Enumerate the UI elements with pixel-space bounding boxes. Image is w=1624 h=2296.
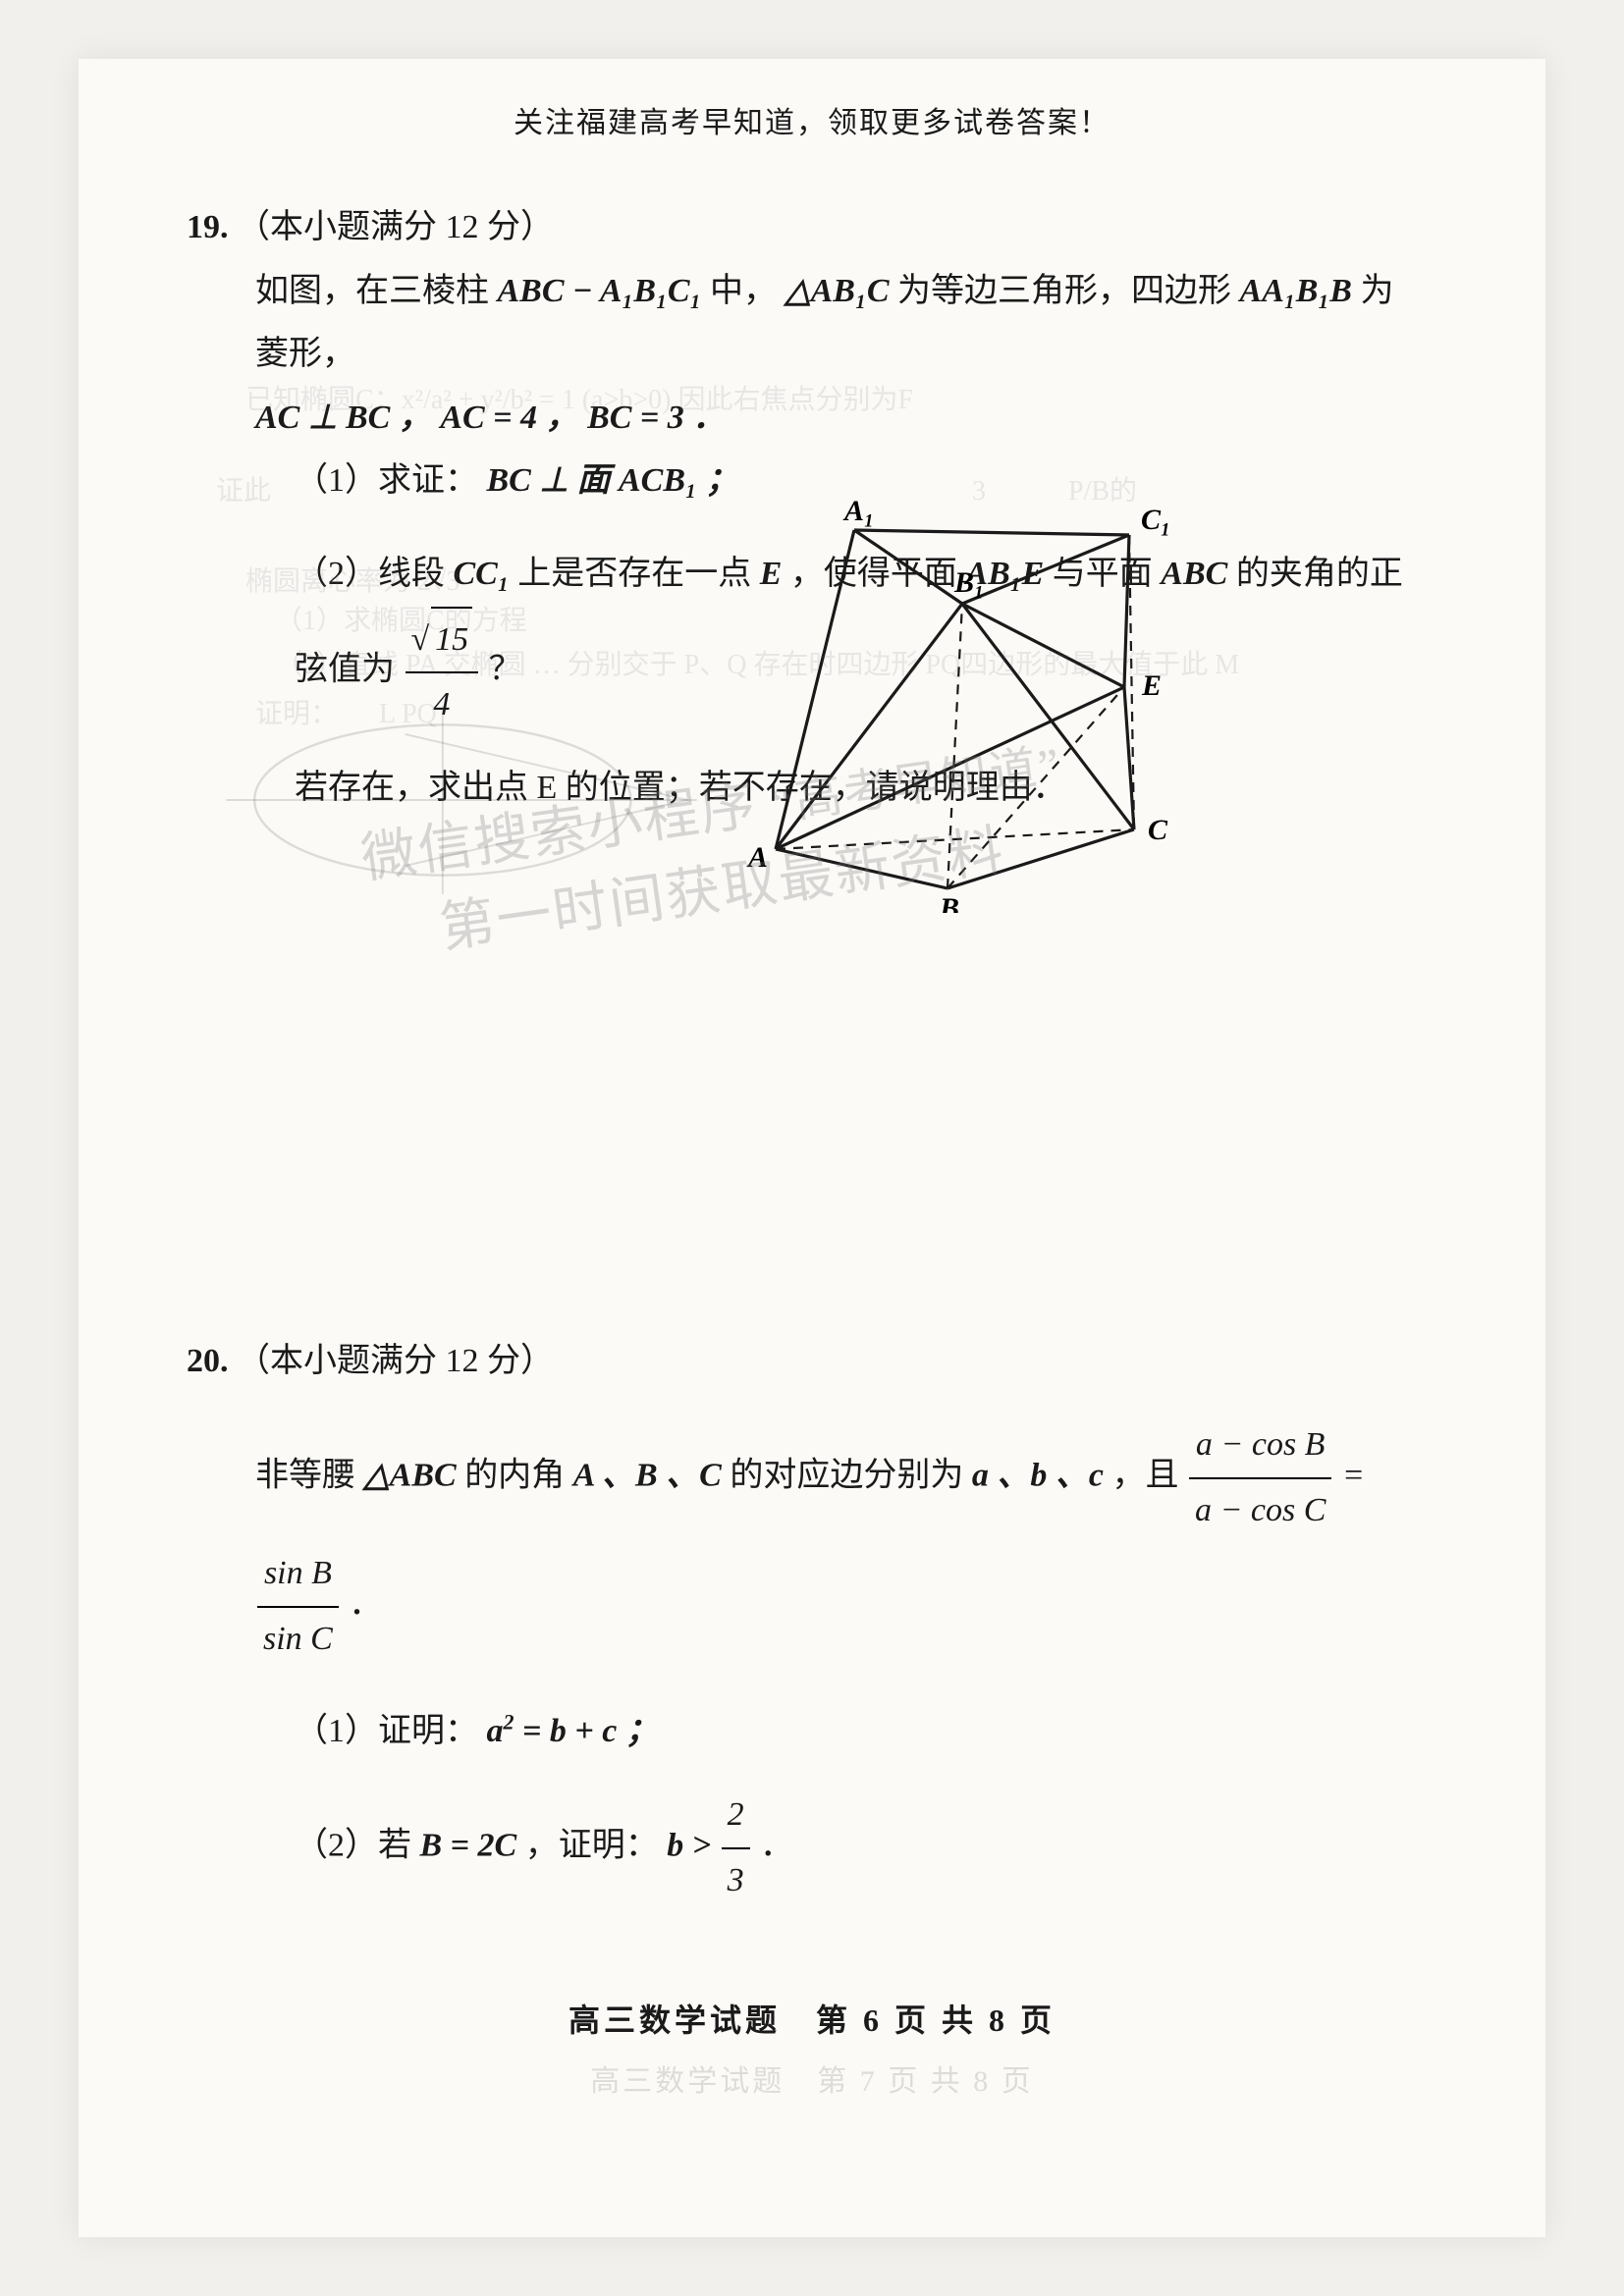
svg-text:A₁: A₁: [842, 501, 874, 527]
q20-p1-b: = b + c ；: [514, 1713, 659, 1749]
q20-text: ，且: [1111, 1457, 1178, 1493]
q19-tri-expr: △AB₁C: [785, 273, 889, 309]
q20-heading: 20. （本小题满分 12 分）: [187, 1330, 1424, 1394]
ghost-text: 已知椭圆C：x²/a² + y²/b² = 1 (a>b>0) 因此右焦点分别为…: [245, 378, 913, 417]
ghost-text: 3 P/B的: [972, 469, 1137, 508]
q20-frac2-num: sin B: [257, 1542, 339, 1608]
page-content: 19. （本小题满分 12 分） 如图，在三棱柱 ABC − A₁B₁C₁ 中，…: [187, 196, 1424, 1912]
q20-p1-a: a: [487, 1713, 504, 1749]
q19-part1-expr: BC ⊥ 面 ACB₁ ；: [487, 462, 739, 499]
q19-prism-expr: ABC − A₁B₁C₁: [498, 273, 702, 309]
q20-sides: a 、b 、c: [972, 1457, 1104, 1493]
q20-angles: A 、B 、C: [573, 1457, 722, 1493]
svg-text:B: B: [939, 892, 959, 913]
q20-eq: =: [1342, 1457, 1365, 1493]
ghost-text: 证此: [216, 469, 271, 508]
q19-text: 上是否存在一点: [517, 556, 751, 592]
q19-text: 为等边三角形，四边形: [897, 273, 1231, 309]
q20-text: 非等腰: [255, 1457, 355, 1493]
q20-p2-period: ．: [760, 1827, 793, 1863]
q19-heading: 19. （本小题满分 12 分）: [187, 196, 1424, 260]
q19-line1: 如图，在三棱柱 ABC − A₁B₁C₁ 中， △AB₁C 为等边三角形，四边形…: [255, 260, 1424, 387]
svg-text:B₁: B₁: [953, 566, 984, 599]
q19-rhom-expr: AA₁B₁B: [1240, 273, 1352, 309]
q20-part2: （2）若 B = 2C ，证明： b > 2 3 ．: [295, 1784, 1424, 1912]
q19-text: 如图，在三棱柱: [255, 273, 489, 309]
q20-p2-frac: 2 3: [722, 1784, 750, 1912]
q20-part1-label: （1）证明：: [295, 1713, 478, 1749]
q20-frac2: sin B sin C: [257, 1542, 339, 1671]
q20-p2-cond: B = 2C: [420, 1827, 517, 1863]
q20-p2-frac-num: 2: [722, 1784, 750, 1849]
q20-p2-frac-den: 3: [722, 1849, 750, 1913]
q20-tri: △ABC: [364, 1457, 457, 1493]
q20-period: ．: [349, 1586, 382, 1623]
q20-p2-expr: b >: [667, 1827, 719, 1863]
page-header: 关注福建高考早知道，领取更多试卷答案！: [79, 98, 1545, 141]
q19-number: 19.: [187, 196, 229, 260]
q20-part2-label: （2）若: [295, 1827, 411, 1863]
q20-number: 20.: [187, 1330, 229, 1394]
q19-text: 中，: [710, 273, 777, 309]
q20-p1-sup: 2: [504, 1710, 514, 1735]
q19-points: （本小题满分 12 分）: [237, 209, 554, 245]
q19-seg: CC₁: [454, 556, 510, 592]
page-footer: 高三数学试题 第 6 页 共 8 页: [79, 1996, 1545, 2041]
svg-text:A: A: [746, 841, 768, 874]
q20-frac1-den: a − cos C: [1189, 1479, 1331, 1543]
question-19: 19. （本小题满分 12 分） 如图，在三棱柱 ABC − A₁B₁C₁ 中，…: [187, 196, 1424, 820]
q20-points: （本小题满分 12 分）: [237, 1343, 554, 1379]
q20-text: 的内角: [464, 1457, 565, 1493]
page-footer-ghost: 高三数学试题 第 7 页 共 8 页: [79, 2056, 1545, 2100]
q20-frac1-num: a − cos B: [1189, 1414, 1331, 1479]
ghost-text: 椭圆离心率为 2√3: [245, 560, 460, 599]
svg-text:C: C: [1148, 814, 1168, 846]
svg-text:C₁: C₁: [1141, 504, 1170, 536]
ghost-text: 证明： L PQ: [255, 692, 437, 731]
q20-text: 的对应边分别为: [730, 1457, 963, 1493]
q20-frac1: a − cos B a − cos C: [1189, 1414, 1331, 1542]
q20-line1: 非等腰 △ABC 的内角 A 、B 、C 的对应边分别为 a 、b 、c ，且 …: [255, 1414, 1424, 1671]
q20-frac2-den: sin C: [257, 1608, 339, 1672]
q20-part1: （1）证明： a2 = b + c ；: [295, 1700, 1424, 1764]
exam-page: 关注福建高考早知道，领取更多试卷答案！ 19. （本小题满分 12 分） 如图，…: [79, 59, 1545, 2237]
q20-p2-text: ，证明：: [525, 1827, 659, 1863]
ghost-text: （1）求椭圆C的方程: [275, 599, 527, 638]
ghost-text: （2）直线 PA 交椭圆 … 分别交于 P、Q 存在时四边形 PQ四边形的最大值…: [275, 643, 1239, 682]
question-20: 20. （本小题满分 12 分） 非等腰 △ABC 的内角 A 、B 、C 的对…: [187, 1330, 1424, 1912]
prism-diagram: A₁C₁B₁EACB: [736, 501, 1208, 913]
q19-part1-label: （1）求证：: [295, 462, 478, 499]
